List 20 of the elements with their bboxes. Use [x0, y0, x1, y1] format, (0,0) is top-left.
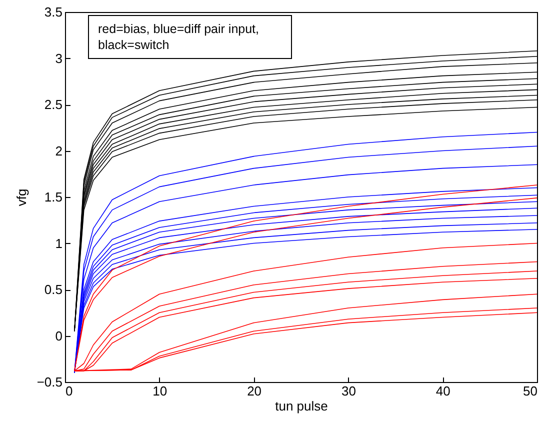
y-tick-label: 3 — [55, 50, 62, 66]
y-tick-label: −0.5 — [36, 374, 62, 390]
x-axis-title: tun pulse — [275, 398, 328, 414]
note-box: red=bias, blue=diff pair input, black=switch — [88, 15, 292, 59]
y-tick-label: 1 — [55, 236, 62, 251]
y-tick-label: 1.5 — [44, 190, 62, 204]
x-tick-label: 30 — [341, 384, 356, 398]
annotation: red=bias, blue=diff pair input, — [98, 21, 260, 37]
x-tick-label: 40 — [436, 384, 450, 398]
y-tick-label: 0 — [55, 328, 62, 344]
annotation: black=switch — [98, 37, 170, 53]
y-tick-label: 0.5 — [44, 282, 62, 297]
x-tick-label: 50 — [523, 384, 538, 398]
x-tick-label: 0 — [66, 384, 73, 398]
y-tick-label: 2.5 — [44, 97, 62, 112]
y-axis-title: vfg — [14, 188, 29, 206]
x-tick-label: 10 — [152, 384, 168, 398]
y-tick-label: 3.5 — [44, 4, 62, 20]
x-tick-label: 20 — [247, 384, 262, 398]
y-tick-label: 2 — [55, 143, 62, 158]
